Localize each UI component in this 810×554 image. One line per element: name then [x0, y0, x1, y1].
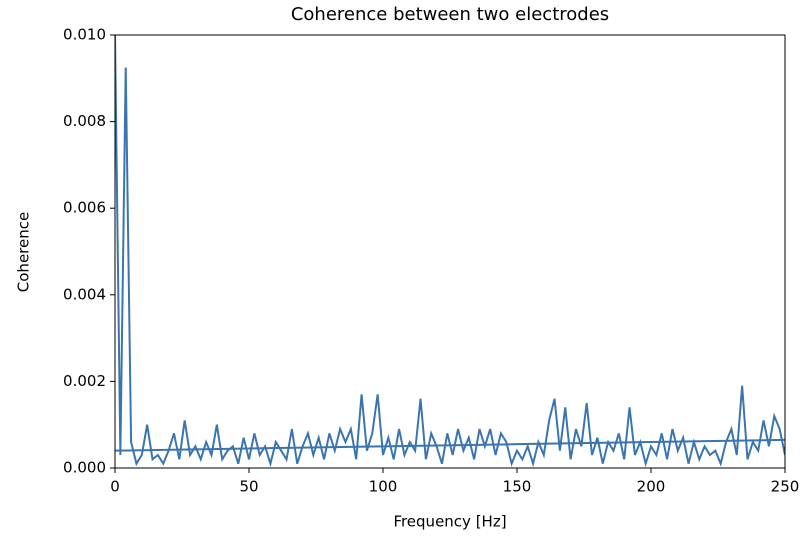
- y-tick-label: 0.004: [63, 285, 106, 303]
- y-tick-label: 0.006: [63, 199, 106, 217]
- y-tick-label: 0.010: [63, 26, 106, 44]
- y-tick-label: 0.008: [63, 112, 106, 130]
- data-line: [115, 438, 785, 452]
- x-tick-label: 50: [239, 478, 258, 496]
- chart-title: Coherence between two electrodes: [291, 4, 609, 25]
- x-axis-label: Frequency [Hz]: [393, 513, 506, 531]
- x-tick-label: 100: [369, 478, 398, 496]
- plot-frame: [114, 34, 786, 469]
- x-tick-label: 200: [637, 478, 666, 496]
- y-tick-label: 0.002: [63, 372, 106, 390]
- x-tick-label: 150: [503, 478, 532, 496]
- x-tick-label: 250: [771, 478, 800, 496]
- data-line: [115, 34, 785, 468]
- y-axis-label: Coherence: [15, 212, 33, 292]
- y-tick-label: 0.000: [63, 459, 106, 477]
- x-tick-label: 0: [110, 478, 120, 496]
